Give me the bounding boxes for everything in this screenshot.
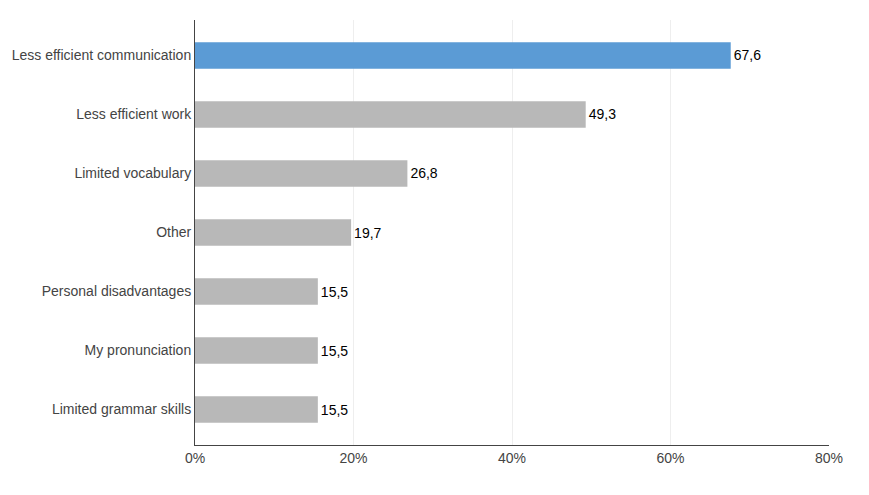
svg-text:Other: Other bbox=[156, 224, 191, 240]
svg-text:Less efficient work: Less efficient work bbox=[76, 106, 192, 122]
svg-text:Limited vocabulary: Limited vocabulary bbox=[74, 165, 191, 181]
svg-text:26,8: 26,8 bbox=[410, 165, 437, 181]
svg-text:Less efficient communication: Less efficient communication bbox=[12, 47, 192, 63]
svg-text:My pronunciation: My pronunciation bbox=[85, 342, 192, 358]
svg-text:15,5: 15,5 bbox=[321, 343, 348, 359]
svg-text:67,6: 67,6 bbox=[734, 47, 761, 63]
svg-text:19,7: 19,7 bbox=[354, 225, 381, 241]
svg-text:80%: 80% bbox=[815, 450, 843, 466]
svg-text:40%: 40% bbox=[498, 450, 526, 466]
svg-text:Personal disadvantages: Personal disadvantages bbox=[42, 283, 191, 299]
svg-text:Limited grammar skills: Limited grammar skills bbox=[52, 401, 191, 417]
svg-text:15,5: 15,5 bbox=[321, 402, 348, 418]
svg-text:60%: 60% bbox=[656, 450, 684, 466]
svg-text:49,3: 49,3 bbox=[589, 106, 616, 122]
svg-text:20%: 20% bbox=[339, 450, 367, 466]
svg-text:0%: 0% bbox=[185, 450, 205, 466]
svg-text:15,5: 15,5 bbox=[321, 284, 348, 300]
